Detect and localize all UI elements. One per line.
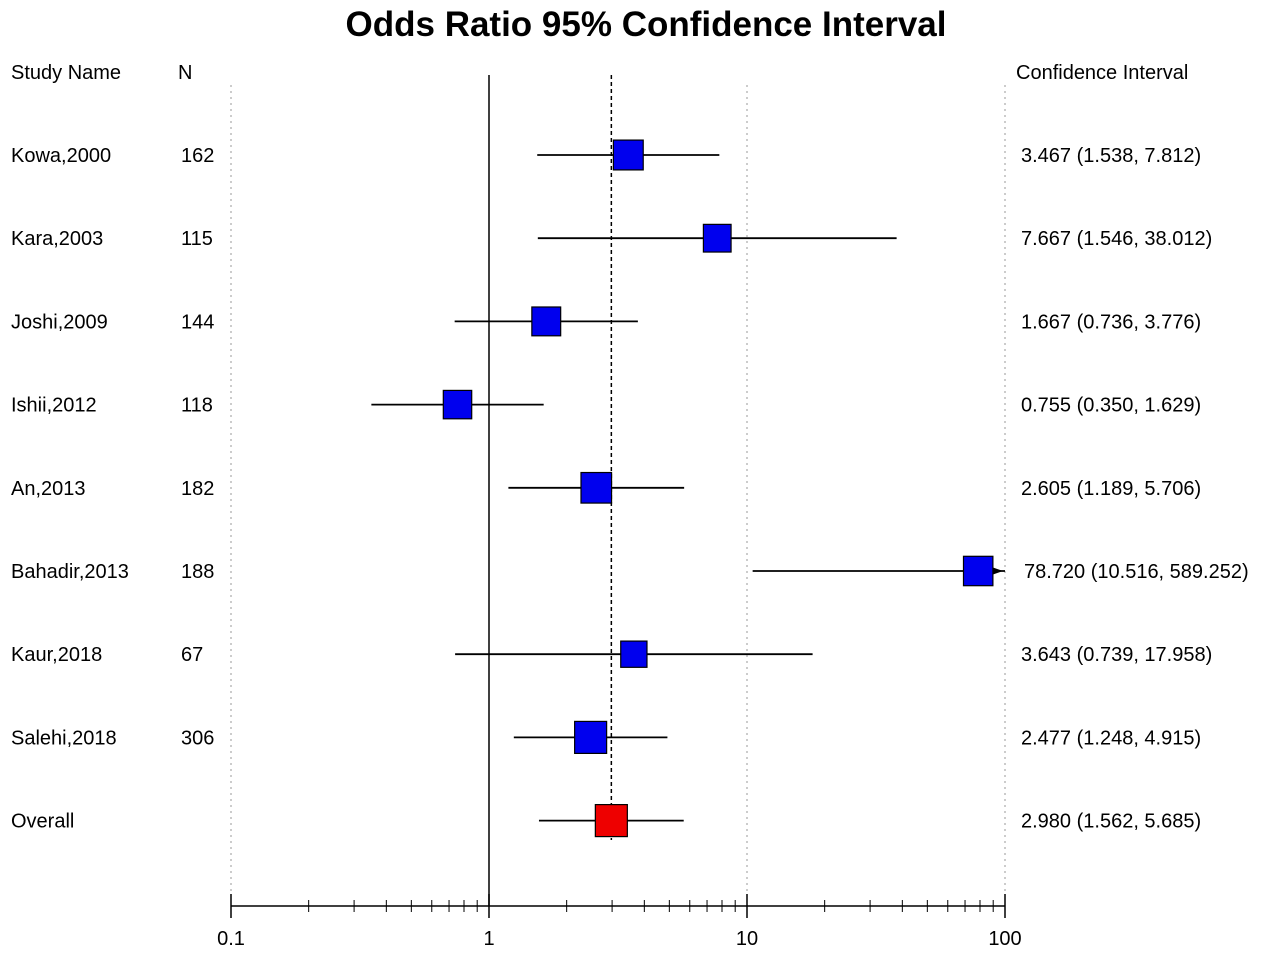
x-tick-label: 1 bbox=[483, 928, 494, 950]
study-name: Kaur,2018 bbox=[11, 644, 102, 666]
estimate-box bbox=[580, 471, 613, 504]
study-n: 67 bbox=[181, 644, 203, 666]
study-name: Ishii,2012 bbox=[11, 395, 97, 417]
estimate-box bbox=[620, 640, 648, 668]
study-row: Kowa,2000 162 3.467 (1.538, 7.812) bbox=[11, 139, 1201, 171]
estimate-box bbox=[442, 389, 473, 420]
study-name: Joshi,2009 bbox=[11, 311, 108, 333]
grid-lines bbox=[230, 75, 1006, 906]
study-n: 144 bbox=[181, 311, 214, 333]
study-row: Joshi,2009 144 1.667 (0.736, 3.776) bbox=[11, 306, 1201, 337]
chart-title: Odds Ratio 95% Confidence Interval bbox=[346, 5, 947, 44]
study-n: 182 bbox=[181, 478, 214, 500]
study-n: 118 bbox=[181, 395, 213, 417]
ci-value: 78.720 (10.516, 589.252) bbox=[1024, 561, 1249, 583]
study-row: Kaur,2018 67 3.643 (0.739, 17.958) bbox=[11, 640, 1212, 668]
estimate-box bbox=[574, 720, 608, 755]
ci-value: 7.667 (1.546, 38.012) bbox=[1021, 228, 1212, 250]
study-name: An,2013 bbox=[11, 478, 86, 500]
study-rows: Kowa,2000 162 3.467 (1.538, 7.812) Kara,200… bbox=[11, 139, 1249, 838]
study-n: 115 bbox=[181, 228, 213, 250]
study-name: Kowa,2000 bbox=[11, 145, 111, 167]
study-row: An,2013 182 2.605 (1.189, 5.706) bbox=[11, 471, 1201, 504]
column-header-n: N bbox=[178, 62, 192, 84]
study-name: Overall bbox=[11, 811, 74, 833]
overall-estimate-box bbox=[594, 803, 628, 838]
study-row: Ishii,2012 118 0.755 (0.350, 1.629) bbox=[11, 389, 1201, 420]
estimate-box bbox=[531, 306, 562, 337]
estimate-box bbox=[702, 223, 732, 253]
ci-value: 2.980 (1.562, 5.685) bbox=[1021, 811, 1201, 833]
x-axis: 0.1 1 10 100 bbox=[217, 894, 1022, 950]
study-name: Kara,2003 bbox=[11, 228, 103, 250]
ci-value: 2.605 (1.189, 5.706) bbox=[1021, 478, 1201, 500]
column-header-ci: Confidence Interval bbox=[1016, 62, 1188, 84]
study-row: Bahadir,2013 188 78.720 (10.516, 589.252) bbox=[11, 555, 1249, 587]
study-n: 188 bbox=[181, 561, 214, 583]
x-tick-label: 100 bbox=[988, 928, 1021, 950]
x-tick-label: 0.1 bbox=[217, 928, 245, 950]
x-tick-label: 10 bbox=[736, 928, 758, 950]
study-row: Kara,2003 115 7.667 (1.546, 38.012) bbox=[11, 223, 1212, 253]
column-header-study: Study Name bbox=[11, 62, 121, 84]
estimate-box bbox=[612, 139, 644, 171]
ci-value: 3.467 (1.538, 7.812) bbox=[1021, 145, 1201, 167]
ci-value: 1.667 (0.736, 3.776) bbox=[1021, 311, 1201, 333]
study-name: Bahadir,2013 bbox=[11, 561, 129, 583]
study-row: Salehi,2018 306 2.477 (1.248, 4.915) bbox=[11, 720, 1201, 755]
study-n: 162 bbox=[181, 145, 214, 167]
ci-value: 3.643 (0.739, 17.958) bbox=[1021, 644, 1212, 666]
overall-row: Overall 2.980 (1.562, 5.685) bbox=[11, 803, 1201, 838]
ci-value: 2.477 (1.248, 4.915) bbox=[1021, 727, 1201, 749]
study-name: Salehi,2018 bbox=[11, 727, 117, 749]
estimate-box bbox=[962, 555, 994, 587]
study-n: 306 bbox=[181, 727, 214, 749]
ci-value: 0.755 (0.350, 1.629) bbox=[1021, 395, 1201, 417]
